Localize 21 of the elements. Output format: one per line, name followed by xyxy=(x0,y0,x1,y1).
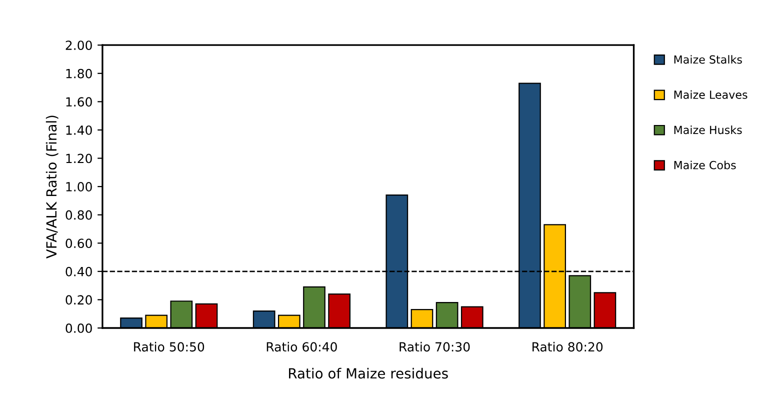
y-tick-label: 1.20 xyxy=(66,154,92,164)
y-tick-label: 0.60 xyxy=(66,238,92,248)
legend-label: Maize Leaves xyxy=(674,90,748,99)
legend-label: Maize Stalks xyxy=(674,55,742,64)
x-tick-label: Ratio 80:20 xyxy=(532,342,603,352)
y-tick-label: 0.40 xyxy=(66,266,92,276)
y-tick-label: 2.00 xyxy=(66,40,92,50)
y-tick-label: 0.20 xyxy=(66,295,92,305)
x-axis-title: Ratio of Maize residues xyxy=(289,368,448,379)
x-tick-label: Ratio 50:50 xyxy=(134,342,204,352)
y-tick-label: 1.80 xyxy=(66,68,92,78)
y-axis-title: VFA/ALK Ratio (Final) xyxy=(46,116,58,258)
x-tick-label: Ratio 60:40 xyxy=(266,342,337,352)
y-tick-label: 1.00 xyxy=(66,182,92,192)
x-tick-label: Ratio 70:30 xyxy=(400,342,470,352)
legend-label: Maize Husks xyxy=(674,126,742,134)
y-tick-label: 1.60 xyxy=(66,97,92,107)
y-tick-label: 0.80 xyxy=(66,210,92,220)
legend-label: Maize Cobs xyxy=(674,160,736,170)
y-tick-label: 1.40 xyxy=(66,125,92,135)
y-tick-label: 0.00 xyxy=(66,323,92,333)
